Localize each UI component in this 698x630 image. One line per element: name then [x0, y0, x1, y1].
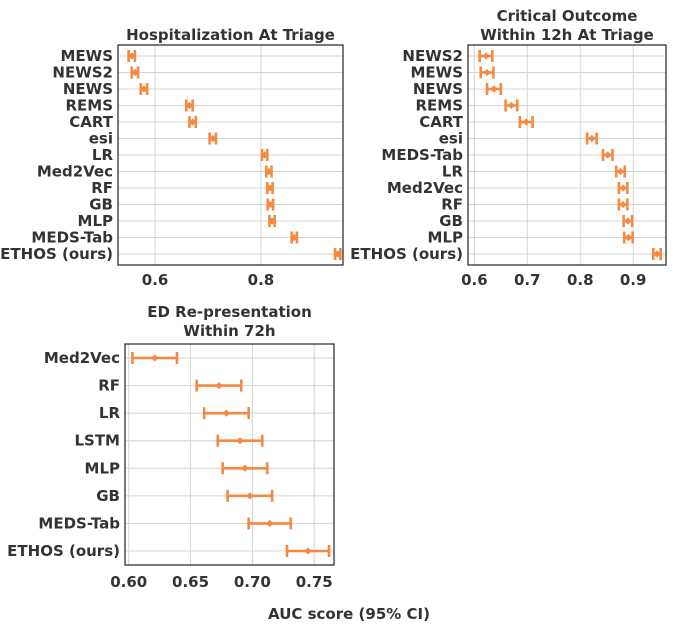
point-marker: [624, 217, 632, 225]
x-tick-label: 0.6: [142, 271, 169, 289]
chart-title: ED Re-presentation: [147, 303, 312, 321]
category-label: esi: [439, 130, 463, 148]
category-label: MEWS: [60, 47, 113, 65]
category-label: ETHOS (ours): [350, 245, 463, 263]
category-label: MLP: [78, 212, 113, 230]
category-label: MLP: [428, 229, 463, 247]
point-marker: [334, 250, 342, 258]
category-label: NEWS: [63, 80, 113, 98]
category-label: ETHOS (ours): [7, 542, 120, 560]
category-label: LSTM: [74, 432, 120, 450]
chart-title: Critical Outcome: [497, 7, 638, 25]
category-label: LR: [442, 163, 464, 181]
plot-frame: [117, 44, 344, 266]
point-marker: [482, 52, 490, 60]
category-label: NEWS: [413, 80, 463, 98]
x-tick-label: 0.9: [620, 271, 647, 289]
category-label: ETHOS (ours): [0, 245, 113, 263]
x-tick-label: 0.7: [514, 271, 541, 289]
point-marker: [624, 233, 633, 242]
chart-title: Within 72h: [183, 322, 275, 340]
point-marker: [140, 85, 148, 93]
category-label: NEWS2: [402, 47, 463, 65]
point-marker: [522, 118, 530, 126]
point-marker: [266, 184, 274, 192]
category-label: RF: [91, 179, 113, 197]
category-label: NEWS2: [52, 64, 113, 82]
category-label: MEDS-Tab: [38, 514, 120, 532]
category-label: Med2Vec: [387, 179, 463, 197]
point-marker: [290, 233, 298, 242]
x-tick-label: 0.75: [296, 573, 333, 591]
point-marker: [490, 85, 498, 93]
point-marker: [131, 68, 139, 77]
plot-frame: [124, 343, 335, 566]
point-marker: [215, 381, 223, 390]
x-tick-label: 0.60: [110, 573, 147, 591]
point-marker: [189, 118, 197, 126]
category-label: REMS: [65, 97, 113, 115]
category-label: Med2Vec: [37, 163, 113, 181]
panel-hospitalization: Hospitalization At Triage 0.6 0.8 MEWSNEWS2…: [0, 26, 344, 289]
point-marker: [483, 68, 491, 77]
point-marker: [241, 464, 249, 472]
category-label: MEWS: [410, 64, 463, 82]
category-label: Med2Vec: [44, 349, 120, 367]
point-marker: [653, 250, 661, 258]
point-marker: [588, 134, 596, 143]
category-label: RF: [441, 196, 463, 214]
chart-title: Within 12h At Triage: [480, 26, 654, 44]
category-label: esi: [89, 130, 113, 148]
point-marker: [128, 52, 136, 60]
x-tick-label: 0.8: [567, 271, 594, 289]
point-marker: [619, 200, 627, 209]
point-marker: [185, 101, 194, 110]
category-label: GB: [439, 212, 463, 230]
point-marker: [266, 200, 275, 209]
category-label: CART: [419, 113, 463, 131]
point-marker: [616, 167, 625, 176]
point-marker: [209, 134, 217, 143]
category-label: GB: [89, 196, 113, 214]
x-tick-label: 0.6: [461, 271, 488, 289]
point-marker: [236, 437, 244, 445]
category-label: LR: [92, 146, 114, 164]
category-label: LR: [99, 404, 121, 422]
category-label: GB: [96, 487, 120, 505]
point-marker: [222, 409, 231, 417]
point-marker: [266, 519, 274, 528]
point-marker: [604, 151, 612, 159]
point-marker: [619, 184, 627, 192]
point-marker: [265, 167, 273, 176]
category-label: MEDS-Tab: [31, 229, 113, 247]
chart-title: Hospitalization At Triage: [126, 26, 335, 44]
x-tick-label: 0.65: [172, 573, 209, 591]
plot-frame: [467, 44, 667, 266]
point-marker: [261, 151, 269, 159]
point-marker: [246, 492, 254, 500]
category-label: MEDS-Tab: [381, 146, 463, 164]
category-label: RF: [98, 377, 120, 395]
point-marker: [304, 547, 312, 555]
category-label: MLP: [85, 459, 120, 477]
point-marker: [151, 354, 159, 362]
x-axis-label: AUC score (95% CI): [268, 605, 430, 623]
x-tick-label: 0.8: [248, 271, 275, 289]
category-label: REMS: [415, 97, 463, 115]
point-marker: [507, 101, 516, 110]
point-marker: [268, 217, 276, 225]
x-tick-label: 0.70: [234, 573, 271, 591]
category-label: CART: [69, 113, 113, 131]
